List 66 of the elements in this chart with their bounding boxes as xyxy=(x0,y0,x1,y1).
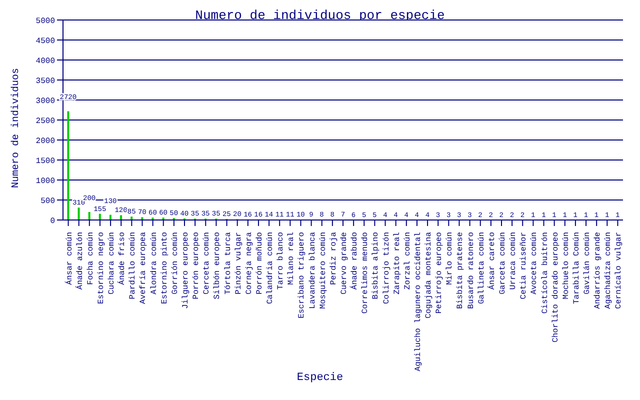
x-tick-label: Cernícalo vulgar xyxy=(614,232,624,309)
y-tick-label: 2500 xyxy=(36,116,56,126)
x-tick-label: Mirlo común xyxy=(446,232,455,285)
x-tick-label: Perdiz roja xyxy=(329,232,338,285)
x-tick-label: Cerceta común xyxy=(202,232,212,294)
x-tick-label: Avefría europea xyxy=(139,232,148,304)
x-tick-label: Corneja negra xyxy=(244,232,254,294)
x-tick-label: Ánsar careto xyxy=(486,232,497,290)
x-tick-label: Colirrojo tizón xyxy=(382,232,392,304)
x-tick-label: Alondra común xyxy=(150,232,159,294)
x-tick-label: Mosquitero común xyxy=(318,232,328,309)
x-tick-label: Porrón moñudo xyxy=(255,232,264,294)
x-tick-label: Bisbita alpino xyxy=(372,232,381,300)
x-tick-label: Tarro blanco xyxy=(276,232,286,290)
x-tick-label: Ánade azulón xyxy=(74,232,85,290)
x-tick-label: Tórtola turca xyxy=(224,232,233,294)
x-tick-label: Ánade rabudo xyxy=(350,232,360,290)
x-tick-label: Ánade friso xyxy=(117,232,128,285)
y-tick-label: 1000 xyxy=(36,176,56,186)
x-tick-label: Cetia ruiseñor xyxy=(520,232,529,300)
x-tick-label: Estornino negro xyxy=(96,232,106,304)
y-tick-label: 4000 xyxy=(36,56,56,66)
x-tick-label: Zarapito real xyxy=(392,232,402,294)
x-tick-label: Jilguero europeo xyxy=(182,232,191,309)
x-tick-label: Porrón europeo xyxy=(192,232,202,300)
x-tick-label: Pinzón vulgar xyxy=(234,232,244,294)
x-tick-label: Cuervo grande xyxy=(340,232,349,294)
x-tick-label: Gorrión común xyxy=(170,232,180,294)
x-tick-label: Aguilucho lagunero occidental xyxy=(414,232,423,372)
x-tick-label: Gavilán común xyxy=(583,232,592,294)
x-tick-label: Chorlito dorado europeo xyxy=(551,232,560,342)
x-tick-label: Cistícola buitrón xyxy=(540,232,550,314)
x-tick-label: Escribano triguero xyxy=(298,232,307,318)
x-tick-label: Silbón europeo xyxy=(213,232,222,300)
y-tick-label: 4500 xyxy=(36,36,56,46)
y-tick-label: 0 xyxy=(50,216,56,226)
x-tick-label: Andarríos grande xyxy=(594,232,603,309)
x-tick-label: Cuchara común xyxy=(108,232,117,294)
x-tick-label: Cogujada montesina xyxy=(424,232,434,318)
x-axis-title: Especie xyxy=(296,372,344,384)
x-tick-label: Lavandera blanca xyxy=(308,232,318,309)
x-tick-label: Avoceta común xyxy=(530,232,540,294)
x-tick-label: Busardo ratonero xyxy=(466,232,476,309)
y-tick-label: 3000 xyxy=(36,96,56,106)
y-tick-label: 3500 xyxy=(36,76,56,86)
x-tick-label: Ánsar común xyxy=(64,232,74,285)
x-tick-label: Tarabilla Común xyxy=(572,232,582,304)
y-tick-label: 5000 xyxy=(36,16,56,26)
x-tick-label: Estornino pinto xyxy=(160,232,170,304)
x-tick-label: Bisbita pratense xyxy=(456,232,466,309)
x-tick-label: Correlimos menudo xyxy=(361,232,370,314)
y-axis-title: Numero de individuos xyxy=(11,66,23,190)
x-tick-label: Calandria común xyxy=(266,232,276,304)
x-tick-label: Garceta común xyxy=(498,232,508,294)
y-tick-label: 1500 xyxy=(36,156,56,166)
x-tick-label: Gallineta común xyxy=(477,232,486,304)
x-tick-label: Milano real xyxy=(287,232,296,285)
x-tick-label: Focha común xyxy=(86,232,96,285)
x-tick-label: Mochuelo común xyxy=(562,232,571,300)
x-tick-label: Agachadiza común xyxy=(604,232,614,309)
y-tick-label: 500 xyxy=(40,196,56,206)
x-tick-label: Zorzal común xyxy=(403,232,412,290)
x-tick-label: Petirrojo europeo xyxy=(435,232,444,314)
x-tick-label: Pardillo común xyxy=(128,232,138,300)
y-tick-label: 2000 xyxy=(36,136,56,146)
x-tick-label: Urraca común xyxy=(509,232,518,290)
